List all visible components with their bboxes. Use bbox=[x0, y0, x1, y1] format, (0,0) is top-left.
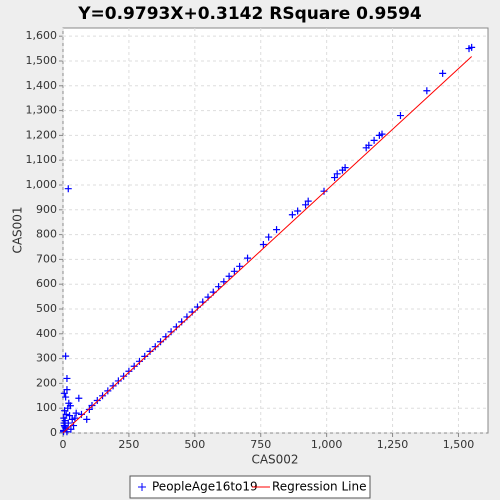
point bbox=[65, 399, 73, 407]
point bbox=[60, 389, 68, 397]
point bbox=[62, 393, 70, 401]
point bbox=[304, 197, 312, 205]
point bbox=[220, 278, 228, 286]
point bbox=[72, 409, 80, 417]
point bbox=[225, 272, 233, 280]
x-tick-label: 250 bbox=[118, 438, 139, 451]
point bbox=[64, 185, 72, 193]
point bbox=[62, 410, 70, 418]
point bbox=[67, 425, 75, 433]
point bbox=[157, 338, 165, 346]
point bbox=[66, 412, 74, 420]
point bbox=[378, 130, 386, 138]
y-tick-label: 100 bbox=[36, 401, 57, 414]
y-tick-label: 1,000 bbox=[26, 178, 58, 191]
point bbox=[365, 141, 373, 149]
x-tick-label: 750 bbox=[250, 438, 271, 451]
y-tick-label: 400 bbox=[36, 327, 57, 340]
point bbox=[60, 419, 68, 427]
legend-label: PeopleAge16to19 bbox=[152, 480, 258, 494]
x-axis-label: CAS002 bbox=[251, 453, 298, 467]
x-tick-label: 500 bbox=[184, 438, 205, 451]
legend bbox=[129, 475, 371, 499]
point bbox=[320, 187, 328, 195]
point bbox=[333, 170, 341, 178]
point bbox=[230, 267, 238, 275]
point bbox=[63, 374, 71, 382]
point bbox=[273, 226, 281, 234]
x-tick-label: 1,000 bbox=[311, 438, 343, 451]
y-tick-label: 200 bbox=[36, 376, 57, 389]
plot-area bbox=[62, 27, 489, 434]
point bbox=[75, 394, 83, 402]
y-tick-label: 500 bbox=[36, 302, 57, 315]
point bbox=[62, 352, 70, 360]
y-tick-label: 700 bbox=[36, 252, 57, 265]
point bbox=[294, 207, 302, 215]
point bbox=[135, 357, 143, 365]
y-tick-label: 1,500 bbox=[26, 54, 58, 67]
point bbox=[236, 262, 244, 270]
y-tick-label: 800 bbox=[36, 228, 57, 241]
point bbox=[288, 211, 296, 219]
point bbox=[114, 377, 122, 385]
y-tick-label: 1,300 bbox=[26, 104, 58, 117]
y-tick-label: 900 bbox=[36, 203, 57, 216]
point bbox=[85, 405, 93, 413]
point bbox=[341, 164, 349, 172]
point bbox=[265, 233, 273, 241]
point bbox=[141, 352, 149, 360]
point bbox=[162, 333, 170, 341]
point bbox=[88, 401, 96, 409]
y-tick-label: 600 bbox=[36, 277, 57, 290]
y-tick-label: 0 bbox=[50, 426, 57, 439]
point bbox=[151, 343, 159, 351]
regression-line bbox=[62, 56, 472, 434]
point bbox=[439, 69, 447, 77]
y-tick-label: 1,200 bbox=[26, 128, 58, 141]
point bbox=[63, 386, 71, 394]
point bbox=[146, 347, 154, 355]
legend-label: Regression Line bbox=[272, 480, 366, 494]
point bbox=[130, 362, 138, 370]
point bbox=[71, 414, 79, 422]
point bbox=[125, 367, 133, 375]
x-tick-label: 0 bbox=[60, 438, 67, 451]
y-tick-label: 1,100 bbox=[26, 153, 58, 166]
point bbox=[302, 201, 310, 209]
y-tick-label: 1,400 bbox=[26, 79, 58, 92]
point bbox=[104, 387, 112, 395]
point bbox=[109, 382, 117, 390]
point bbox=[120, 372, 128, 380]
y-tick-label: 300 bbox=[36, 352, 57, 365]
point bbox=[259, 241, 267, 249]
legend-marker bbox=[138, 483, 146, 491]
point bbox=[99, 392, 107, 400]
point bbox=[331, 174, 339, 182]
point bbox=[423, 87, 431, 95]
x-tick-label: 1,250 bbox=[377, 438, 409, 451]
point bbox=[61, 423, 69, 431]
point bbox=[370, 136, 378, 144]
y-axis-label: CAS001 bbox=[11, 206, 25, 253]
x-tick-label: 1,500 bbox=[443, 438, 475, 451]
chart-title: Y=0.9793X+0.3142 RSquare 0.9594 bbox=[77, 4, 422, 24]
point bbox=[468, 43, 476, 51]
point bbox=[396, 112, 404, 120]
point bbox=[93, 397, 101, 405]
point bbox=[83, 415, 91, 423]
point bbox=[244, 254, 252, 262]
y-tick-label: 1,600 bbox=[26, 29, 58, 42]
